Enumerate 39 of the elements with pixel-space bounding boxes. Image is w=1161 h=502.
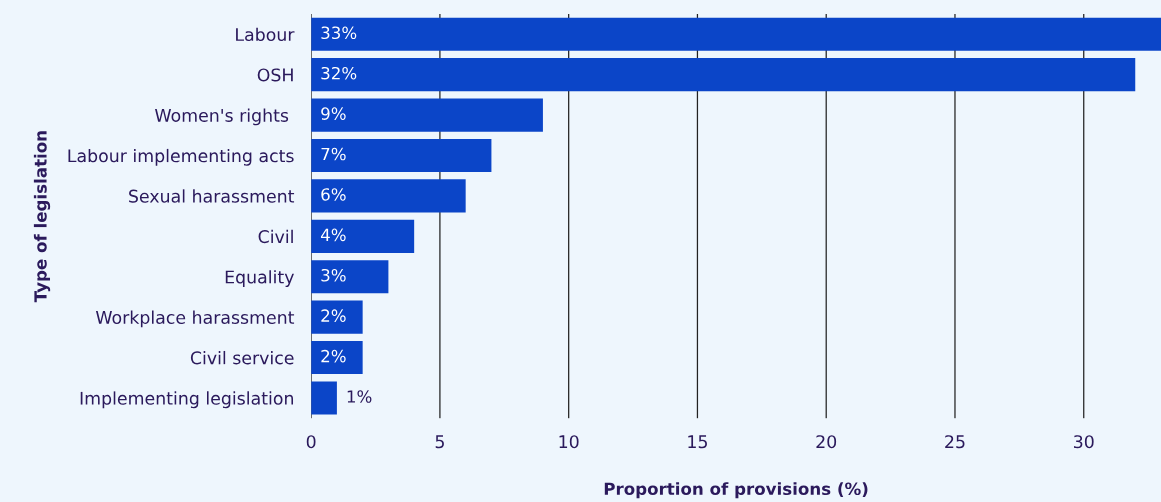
- data-label: 33%: [321, 26, 357, 40]
- data-label: 6%: [321, 188, 346, 201]
- bar: [311, 219, 415, 253]
- y-tick-label: Civil service: [190, 350, 294, 365]
- y-tick-label: Women's rights: [155, 108, 289, 126]
- x-tick-label: 20: [816, 435, 837, 449]
- y-tick-label: Workplace harassment: [95, 310, 295, 328]
- data-label: 1%: [347, 390, 372, 403]
- y-axis-title: Type of legislation: [33, 131, 51, 303]
- data-label: 4%: [320, 228, 346, 242]
- bar: [311, 260, 389, 294]
- bar: [311, 179, 466, 213]
- x-tick-label: 0: [306, 435, 316, 449]
- y-tick-label: Sexual harassment: [129, 189, 295, 203]
- data-label: 3%: [321, 268, 346, 282]
- bar: [311, 98, 543, 132]
- data-label: 9%: [321, 107, 346, 120]
- data-label: 2%: [321, 309, 346, 322]
- x-tick-label: 10: [559, 435, 579, 449]
- y-tick-label: Implementing legislation: [80, 391, 294, 409]
- data-label: 7%: [321, 147, 346, 161]
- y-tick-label: Labour: [236, 27, 295, 42]
- y-tick-label: Civil: [258, 229, 293, 244]
- y-tick-label: Equality: [225, 270, 294, 287]
- bar: [311, 17, 1161, 51]
- bar: [311, 300, 363, 334]
- x-tick-label: 15: [688, 435, 707, 449]
- bar: [311, 381, 337, 415]
- x-tick-label: 25: [945, 435, 965, 449]
- bar: [311, 138, 492, 173]
- data-label: 32%: [321, 66, 357, 80]
- x-tick-label: 5: [435, 435, 444, 449]
- bar: [311, 340, 363, 375]
- bar: [311, 58, 1136, 92]
- data-label: 2%: [321, 349, 346, 363]
- y-tick-label: OSH: [257, 68, 293, 82]
- x-axis-title: Proportion of provisions (%): [604, 482, 868, 499]
- y-tick-label: Labour implementing acts: [68, 148, 294, 166]
- x-tick-label: 30: [1074, 435, 1094, 449]
